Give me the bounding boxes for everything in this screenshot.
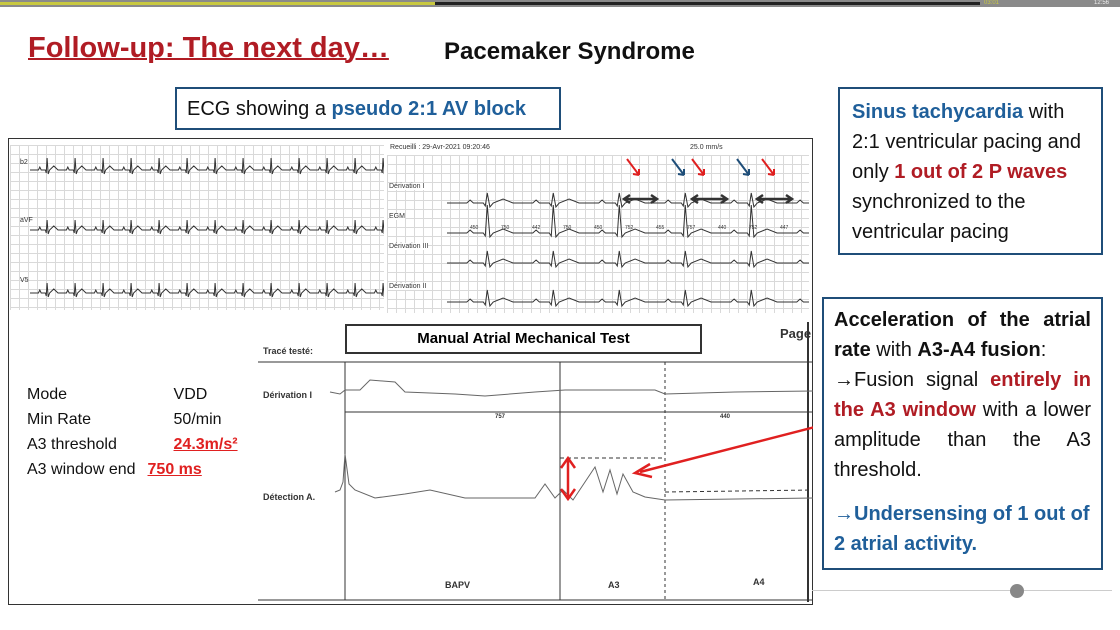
interval-value: 750	[501, 225, 510, 231]
sinus-tachycardia-box: Sinus tachycardia with 2:1 ventricular p…	[838, 87, 1103, 255]
slide-scrubber-handle[interactable]	[1010, 584, 1024, 598]
interval-value: 757	[687, 225, 696, 231]
text: synchronized to the ventricular pacing	[852, 191, 1026, 243]
ecg-strip-left: b2 aVF V5	[10, 145, 384, 310]
lead-label: Dérivation I	[263, 390, 313, 400]
param-value: 750 ms	[147, 461, 202, 478]
interval-label: 440	[720, 414, 731, 420]
clock-time: 12:56	[1094, 0, 1110, 6]
p-wave-arrow	[671, 158, 685, 176]
text: Acceleration of the atrial rate	[834, 309, 1091, 361]
ecg-trace	[447, 289, 809, 308]
slide-scrubber-track[interactable]	[812, 590, 1112, 591]
caption-text: ECG showing a	[187, 98, 332, 120]
window-label: A3	[608, 580, 620, 590]
ecg-trace	[30, 157, 384, 175]
text: with a lower amplitude than the A3 thres…	[834, 399, 1091, 481]
paper-speed: 25.0 mm/s	[690, 144, 723, 151]
text: →Undersensing of 1 out of 2 atrial activ…	[834, 503, 1090, 555]
manual-test-title: Manual Atrial Mechanical Test	[345, 324, 702, 354]
progress-played	[0, 2, 435, 5]
traced-label: Tracé testé:	[263, 346, 314, 356]
param-value: 24.3m/s²	[173, 436, 238, 453]
window-label: A4	[753, 577, 765, 587]
atrial-test-traces	[258, 322, 816, 602]
lead-label: V5	[20, 277, 29, 284]
param-label: Min Rate	[27, 411, 92, 428]
lead-label: Dérivation I	[389, 183, 425, 190]
p-wave-arrow	[626, 158, 640, 176]
text: →Fusion signal	[834, 369, 991, 391]
lead-label: b2	[20, 159, 28, 166]
ecg-caption-box: ECG showing a pseudo 2:1 AV block	[175, 87, 561, 130]
param-label: A3 threshold	[27, 436, 117, 453]
egm-trace	[447, 204, 809, 239]
text: Sinus tachycardia	[852, 101, 1024, 123]
interval-double-arrow	[621, 193, 660, 205]
p-wave-arrow	[761, 158, 775, 176]
interval-value: 455	[656, 225, 665, 231]
lead-label: Dérivation III	[389, 243, 429, 250]
caption-highlight: pseudo 2:1 AV block	[331, 98, 526, 120]
text: with 2:1 ventricular pacing and only	[852, 101, 1082, 183]
interval-value: 442	[532, 225, 541, 231]
ecg-strip-right: Dérivation I EGM Dérivation III Dérivati…	[387, 155, 809, 313]
lead-label: Dérivation II	[389, 283, 427, 290]
param-value: VDD	[173, 386, 208, 403]
param-row: Min Rate 50/min	[27, 408, 248, 431]
ecg-traces-right	[447, 158, 809, 308]
text: :	[1040, 339, 1047, 361]
ecg-trace	[30, 282, 384, 298]
interval-value: 752	[749, 225, 758, 231]
interval-value: 440	[718, 225, 727, 231]
interval-double-arrow	[754, 193, 795, 205]
interval-value: 447	[780, 225, 789, 231]
interval-value: 450	[594, 225, 603, 231]
pacemaker-parameters: Mode VDD Min Rate 50/min A3 threshold 24.3m…	[25, 381, 250, 483]
text: A3-A4 fusion	[917, 339, 1041, 361]
interval-labels: 450 750 442 750 450 752 455 757 440 752 447	[470, 225, 810, 235]
param-row: Mode VDD	[27, 383, 248, 406]
ecg-trace	[447, 250, 809, 269]
slide-subtitle: Pacemaker Syndrome	[444, 38, 695, 65]
interval-double-arrow	[689, 193, 730, 205]
param-label: A3 window end	[27, 461, 136, 478]
param-label: Mode	[27, 386, 68, 403]
ecg-trace	[30, 219, 384, 235]
fusion-explanation-box: Acceleration of the atrial rate with A3-…	[822, 297, 1103, 570]
text: entirely in the A3 window	[834, 369, 1091, 421]
interval-value: 750	[563, 225, 572, 231]
ecg-figure-frame	[8, 138, 813, 605]
ecg-trace	[447, 192, 809, 209]
lead-label: EGM	[389, 213, 405, 220]
text: with	[870, 339, 918, 361]
slide-title: Follow-up: The next day…	[28, 32, 389, 64]
interval-value: 752	[625, 225, 634, 231]
interval-label: 757	[495, 414, 506, 420]
interval-value: 450	[470, 225, 479, 231]
lead-label: Détection A.	[263, 492, 316, 502]
p-wave-arrow	[736, 158, 750, 176]
page-label: Page	[780, 326, 812, 341]
manual-atrial-test-figure: Tracé testé: Dérivation I Détection A. 7…	[255, 322, 816, 602]
lead-label: aVF	[20, 217, 33, 224]
progress-buffered	[435, 2, 980, 5]
param-row: A3 threshold 24.3m/s²	[27, 433, 248, 456]
param-row: A3 window end 750 ms	[27, 458, 248, 481]
text: 1 out of 2 P waves	[894, 161, 1068, 183]
ecg-traces-left	[30, 157, 384, 298]
window-label: BAPV	[445, 580, 471, 590]
chapter-time: 03:01	[984, 0, 1000, 6]
param-value: 50/min	[173, 411, 222, 428]
p-wave-arrow	[691, 158, 705, 176]
recording-header: Recueilli : 29-Avr-2021 09:20:46	[390, 144, 490, 151]
